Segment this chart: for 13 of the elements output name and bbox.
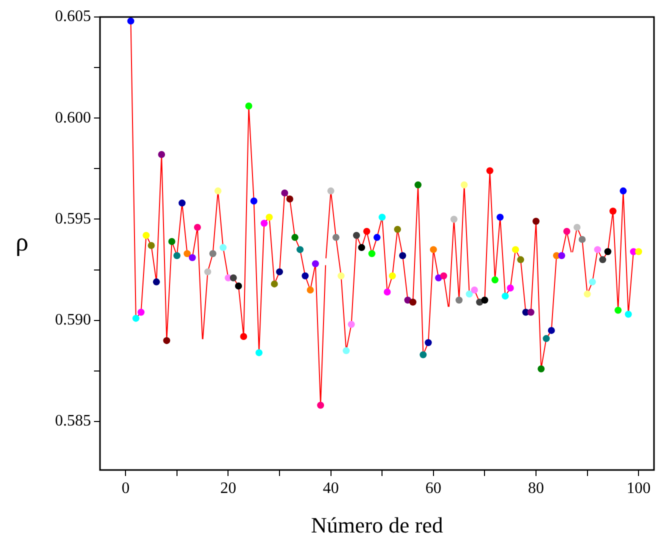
- x-axis-title: Número de red: [311, 512, 443, 538]
- y-tick-label: 0.605: [55, 8, 91, 26]
- x-tick-label: 60: [425, 480, 442, 497]
- y-tick-label: 0.600: [55, 109, 91, 126]
- y-tick-label: 0.585: [55, 412, 91, 430]
- y-tick-label: 0.590: [55, 312, 91, 329]
- y-axis-title: ρ: [16, 227, 28, 256]
- y-tick-label: 0.595: [55, 210, 91, 228]
- x-tick-label: 0: [122, 480, 130, 497]
- x-tick-label: 100: [626, 480, 651, 497]
- x-tick-label: 80: [528, 480, 544, 497]
- x-tick-label: 20: [220, 480, 236, 497]
- x-tick-label: 40: [322, 480, 339, 497]
